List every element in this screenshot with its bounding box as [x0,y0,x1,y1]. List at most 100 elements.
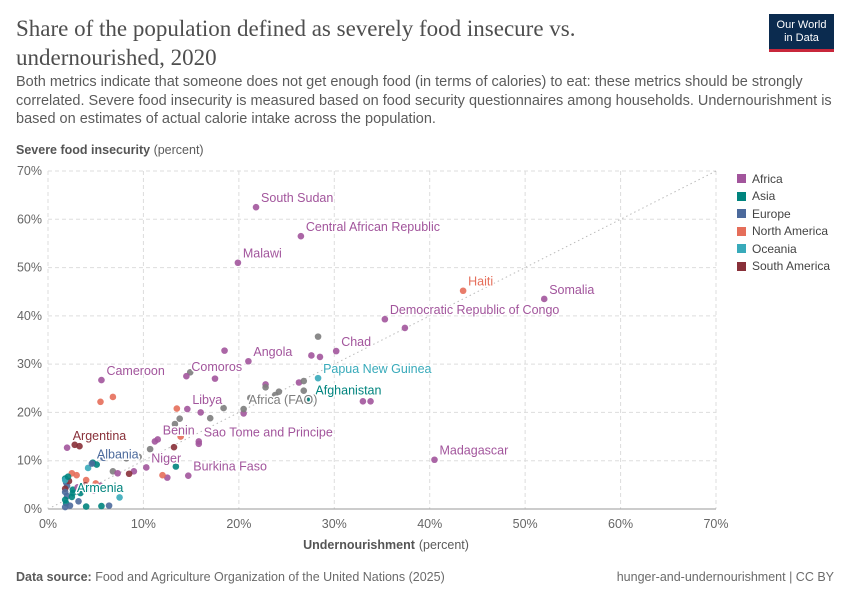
legend-item[interactable]: South America [737,258,830,276]
point-label: Haiti [468,275,493,289]
scatter-point[interactable] [184,472,192,479]
scatter-point[interactable] [63,444,71,451]
point-label: Argentina [73,429,127,443]
scatter-point[interactable] [297,232,305,240]
point-label: Democratic Republic of Congo [390,303,560,317]
scatter-point[interactable] [211,375,219,382]
scatter-point[interactable] [61,503,69,511]
scatter-point[interactable] [314,333,322,340]
scatter-point[interactable] [308,352,315,359]
scatter-point[interactable] [183,372,190,380]
legend-item[interactable]: Europe [737,205,830,223]
scatter-point[interactable] [98,502,105,510]
data-source: Data source: Food and Agriculture Organi… [16,570,445,584]
scatter-point[interactable] [154,436,162,443]
scatter-point[interactable] [245,357,252,365]
data-source-text: Food and Agriculture Organization of the… [95,570,445,584]
point-label: Somalia [549,283,594,297]
scatter-point[interactable] [109,393,117,401]
scatter-point[interactable] [234,259,242,267]
scatter-point[interactable] [459,287,467,295]
scatter-point[interactable] [206,414,214,422]
legend-item[interactable]: Oceania [737,240,830,258]
x-axis-label-unit: (percent) [419,538,469,552]
scatter-point[interactable] [271,391,279,399]
scatter-point[interactable] [116,494,123,501]
scatter-point[interactable] [97,398,104,406]
scatter-point[interactable] [176,415,183,423]
point-label: Sao Tome and Principe [204,425,333,439]
scatter-point[interactable] [247,394,254,402]
y-axis-label: Severe food insecurity (percent) [16,143,204,157]
scatter-point[interactable] [367,398,374,405]
scatter-point[interactable] [197,409,204,416]
scatter-point[interactable] [540,295,548,303]
scatter-point[interactable] [177,433,184,440]
legend-item[interactable]: North America [737,223,830,241]
point-label: Malawi [243,247,282,261]
scatter-point[interactable] [135,453,142,461]
scatter-point[interactable] [68,493,76,501]
scatter-point[interactable] [172,463,180,470]
scatter-point[interactable] [125,470,133,478]
scatter-point[interactable] [240,405,247,413]
scatter-point[interactable] [300,387,308,395]
scatter-point[interactable] [100,454,107,462]
scatter-point[interactable] [220,404,227,412]
scatter-point[interactable] [431,456,438,464]
scatter-point[interactable] [122,455,130,462]
logo-line-1: Our World [776,19,827,31]
legend-item[interactable]: Asia [737,188,830,206]
scatter-point[interactable] [184,405,191,413]
scatter-point[interactable] [170,443,178,451]
y-tick-label: 0% [24,502,42,516]
y-tick-label: 70% [17,164,42,178]
scatter-point[interactable] [81,482,89,489]
scatter-point[interactable] [307,396,314,403]
chart-title: Share of the population defined as sever… [16,16,576,70]
scatter-point[interactable] [98,376,105,384]
scatter-point[interactable] [262,384,269,391]
scatter-point[interactable] [316,353,324,361]
point-label: Central African Republic [306,220,440,234]
scatter-point[interactable] [252,203,260,211]
legend-item[interactable]: Africa [737,170,830,188]
scatter-point[interactable] [88,460,96,467]
scatter-point[interactable] [82,503,90,510]
legend-label: Europe [752,206,791,221]
scatter-point[interactable] [114,469,121,477]
legend-label: Africa [752,171,783,186]
scatter-point[interactable] [71,441,79,449]
scatter-point[interactable] [173,405,181,412]
scatter-point[interactable] [98,486,105,493]
scatter-point[interactable] [381,315,389,323]
scatter-point[interactable] [314,374,322,382]
x-tick-label: 60% [608,517,633,531]
scatter-point[interactable] [75,497,82,505]
owid-logo[interactable]: Our World in Data [769,14,834,52]
point-label: Afghanistan [315,383,381,397]
scatter-point[interactable] [146,445,154,453]
legend-swatch [737,244,746,254]
scatter-point[interactable] [401,324,409,332]
scatter-point[interactable] [64,473,72,480]
credit-link[interactable]: hunger-and-undernourishment | CC BY [616,570,834,584]
scatter-point[interactable] [73,471,80,479]
y-tick-label: 40% [17,309,42,323]
scatter-point[interactable] [332,347,340,355]
scatter-point[interactable] [159,471,166,479]
scatter-point[interactable] [359,398,367,405]
scatter-point[interactable] [142,464,150,471]
scatter-point[interactable] [90,487,98,494]
scatter-point[interactable] [221,347,228,354]
scatter-point[interactable] [300,377,308,385]
scatter-point[interactable] [195,438,203,445]
point-label: Niger [151,451,181,465]
scatter-point[interactable] [82,476,90,484]
scatter-point[interactable] [77,489,84,497]
scatter-point[interactable] [171,420,179,428]
scatter-point[interactable] [84,464,92,472]
scatter-point[interactable] [105,502,113,509]
scatter-point[interactable] [74,483,81,491]
